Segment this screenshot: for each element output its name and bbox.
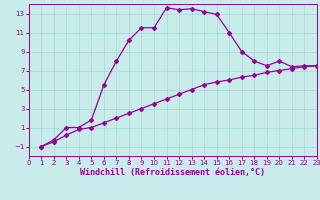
- X-axis label: Windchill (Refroidissement éolien,°C): Windchill (Refroidissement éolien,°C): [80, 168, 265, 177]
